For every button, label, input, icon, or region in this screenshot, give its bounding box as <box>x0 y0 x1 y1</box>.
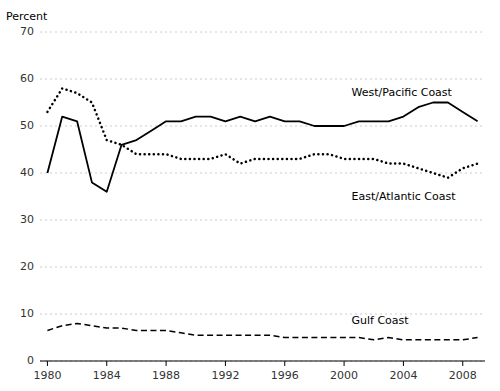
x-tick-label: 2008 <box>449 369 477 382</box>
x-tick <box>462 361 463 366</box>
y-tick-label: 70 <box>20 25 34 38</box>
x-tick <box>403 361 404 366</box>
lines <box>47 88 477 339</box>
annotations: West/Pacific Coast East/Atlantic Coast Gul… <box>352 86 457 327</box>
grid-line <box>40 173 485 174</box>
annotation: West/Pacific Coast <box>352 86 453 99</box>
grid-line <box>40 32 485 33</box>
x-tick <box>225 361 226 366</box>
x-tick-label: 1996 <box>271 369 299 382</box>
x-tick <box>166 361 167 366</box>
x-tick-label: 1984 <box>93 369 121 382</box>
x-tick-label: 2004 <box>389 369 417 382</box>
x-tick <box>344 361 345 366</box>
y-tick-label: 30 <box>20 213 34 226</box>
grid-line <box>40 79 485 80</box>
chart: 0 10 20 30 40 50 60 70 1980 1984 1988 1992 1996 2000 2… <box>0 0 500 391</box>
x-tick-label: 1992 <box>211 369 239 382</box>
x-axis: 1980 1984 1988 1992 1996 2000 2004 2008 <box>33 361 485 382</box>
series-line <box>47 323 477 339</box>
grid-line <box>40 314 485 315</box>
y-axis-label: Percent <box>6 10 48 23</box>
grid-line <box>40 267 485 268</box>
x-tick-label: 1980 <box>33 369 61 382</box>
grid-line <box>40 126 485 127</box>
x-tick <box>47 361 48 366</box>
y-tick-label: 60 <box>20 72 34 85</box>
x-tick <box>106 361 107 366</box>
grid-line <box>40 220 485 221</box>
series-line <box>47 103 477 192</box>
annotation: East/Atlantic Coast <box>352 190 457 203</box>
x-tick-label: 2000 <box>330 369 358 382</box>
y-tick-label: 0 <box>27 354 34 367</box>
y-tick-label: 40 <box>20 166 34 179</box>
x-tick <box>284 361 285 366</box>
y-tick-label: 10 <box>20 307 34 320</box>
annotation: Gulf Coast <box>352 314 410 327</box>
x-tick-label: 1988 <box>152 369 180 382</box>
y-tick-label: 20 <box>20 260 34 273</box>
series-line <box>47 88 477 177</box>
y-grid <box>40 32 485 361</box>
y-tick-label: 50 <box>20 119 34 132</box>
